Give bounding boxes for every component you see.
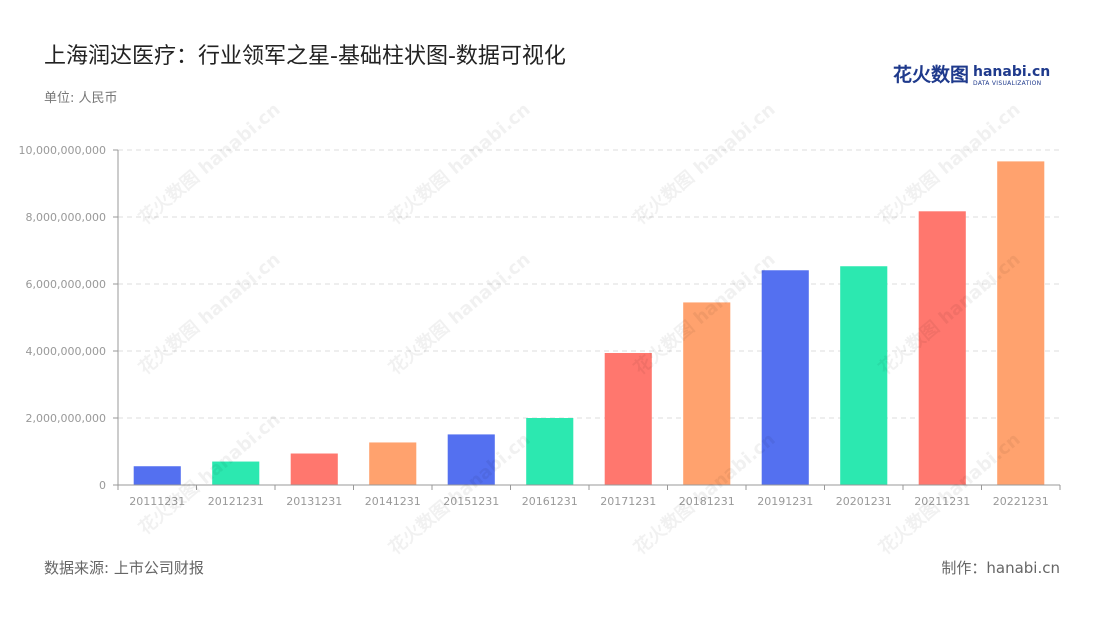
- bar-20141231: [369, 442, 417, 485]
- brand-logo: 花火数图 hanabi.cn DATA VISUALIZATION: [893, 60, 1050, 87]
- x-tick-label: 20181231: [679, 495, 735, 508]
- chart-title: 上海润达医疗：行业领军之星-基础柱状图-数据可视化: [44, 44, 566, 69]
- y-tick-label: 8,000,000,000: [26, 211, 106, 224]
- bar-20161231: [526, 418, 574, 485]
- x-tick-label: 20191231: [757, 495, 813, 508]
- x-tick-label: 20161231: [522, 495, 578, 508]
- bar-20111231: [133, 466, 181, 485]
- credit-text: 制作：hanabi.cn: [941, 559, 1060, 577]
- bar-20191231: [761, 270, 809, 485]
- bar-20131231: [290, 453, 338, 485]
- logo-cn-text: 花火数图: [893, 64, 970, 86]
- logo-en-text: hanabi.cn: [973, 64, 1051, 80]
- y-tick-label: 4,000,000,000: [26, 345, 106, 358]
- x-tick-label: 20211231: [914, 495, 970, 508]
- bar-20151231: [447, 434, 495, 485]
- bar-20181231: [683, 302, 731, 485]
- grid-layer: [118, 149, 1060, 419]
- x-tick-label: 20221231: [993, 495, 1049, 508]
- data-source: 数据来源: 上市公司财报: [44, 559, 204, 577]
- x-tick-label: 20201231: [836, 495, 892, 508]
- bar-20211231: [918, 211, 966, 485]
- bar-20201231: [840, 266, 888, 485]
- x-tick-label: 20151231: [443, 495, 499, 508]
- logo-sub-text: DATA VISUALIZATION: [973, 80, 1042, 87]
- y-tick-label: 0: [99, 479, 106, 492]
- axis-layer: [113, 149, 1061, 490]
- x-tick-label: 20111231: [129, 495, 185, 508]
- x-tick-label: 20141231: [365, 495, 421, 508]
- unit-label: 单位: 人民币: [44, 91, 118, 106]
- logo-en-block: hanabi.cn DATA VISUALIZATION: [973, 65, 1050, 87]
- x-tick-label: 20121231: [208, 495, 264, 508]
- bar-20171231: [604, 353, 652, 485]
- y-tick-label: 2,000,000,000: [26, 412, 106, 425]
- y-tick-label: 10,000,000,000: [19, 144, 106, 157]
- bar-20121231: [212, 461, 260, 485]
- y-tick-label: 6,000,000,000: [26, 278, 106, 291]
- bar-layer: [133, 161, 1045, 485]
- x-tick-label: 20131231: [286, 495, 342, 508]
- x-tick-label: 20171231: [600, 495, 656, 508]
- bar-20221231: [997, 161, 1045, 485]
- label-layer: 0 2,000,000,000 4,000,000,000 6,000,000,000…: [19, 144, 1049, 508]
